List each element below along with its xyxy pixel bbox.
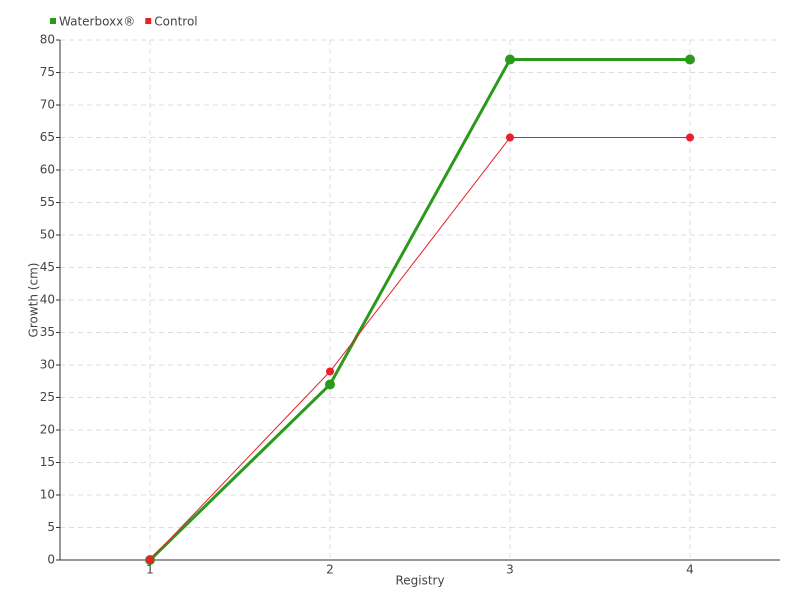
y-tick-label: 75 — [40, 65, 55, 79]
data-point — [325, 379, 335, 390]
legend-label: Control — [154, 15, 197, 29]
y-tick-label: 25 — [40, 390, 55, 404]
series-line — [149, 137, 690, 561]
legend-label: Waterboxx® — [59, 15, 135, 29]
y-tick-label: 55 — [40, 195, 55, 209]
data-point — [505, 54, 515, 65]
data-point — [326, 367, 334, 376]
series-line — [148, 58, 690, 562]
data-point — [146, 556, 154, 564]
data-point — [506, 133, 514, 142]
x-tick-label: 1 — [146, 563, 154, 577]
x-tick-label: 3 — [506, 563, 514, 577]
y-tick-label: 5 — [47, 520, 55, 534]
y-tick-label: 70 — [40, 98, 55, 112]
x-tick-label: 4 — [686, 563, 694, 577]
x-axis-label: Registry — [395, 574, 444, 588]
y-tick-label: 50 — [40, 228, 55, 242]
y-tick-label: 60 — [40, 163, 55, 177]
y-tick-label: 30 — [40, 358, 55, 372]
y-tick-label: 40 — [40, 293, 55, 307]
y-tick-label: 10 — [40, 488, 55, 502]
legend-swatch — [145, 18, 152, 24]
x-tick-label: 2 — [326, 563, 334, 577]
data-point — [685, 54, 695, 65]
y-tick-label: 20 — [40, 423, 55, 437]
y-tick-label: 45 — [40, 260, 55, 274]
y-tick-label: 65 — [40, 130, 55, 144]
y-tick-label: 35 — [40, 325, 55, 339]
legend-swatch — [50, 18, 56, 24]
data-point — [686, 133, 694, 142]
y-tick-label: 80 — [40, 33, 55, 47]
y-tick-label: 0 — [47, 553, 55, 567]
y-tick-label: 15 — [40, 455, 55, 469]
y-axis-label: Growth (cm) — [27, 263, 41, 338]
